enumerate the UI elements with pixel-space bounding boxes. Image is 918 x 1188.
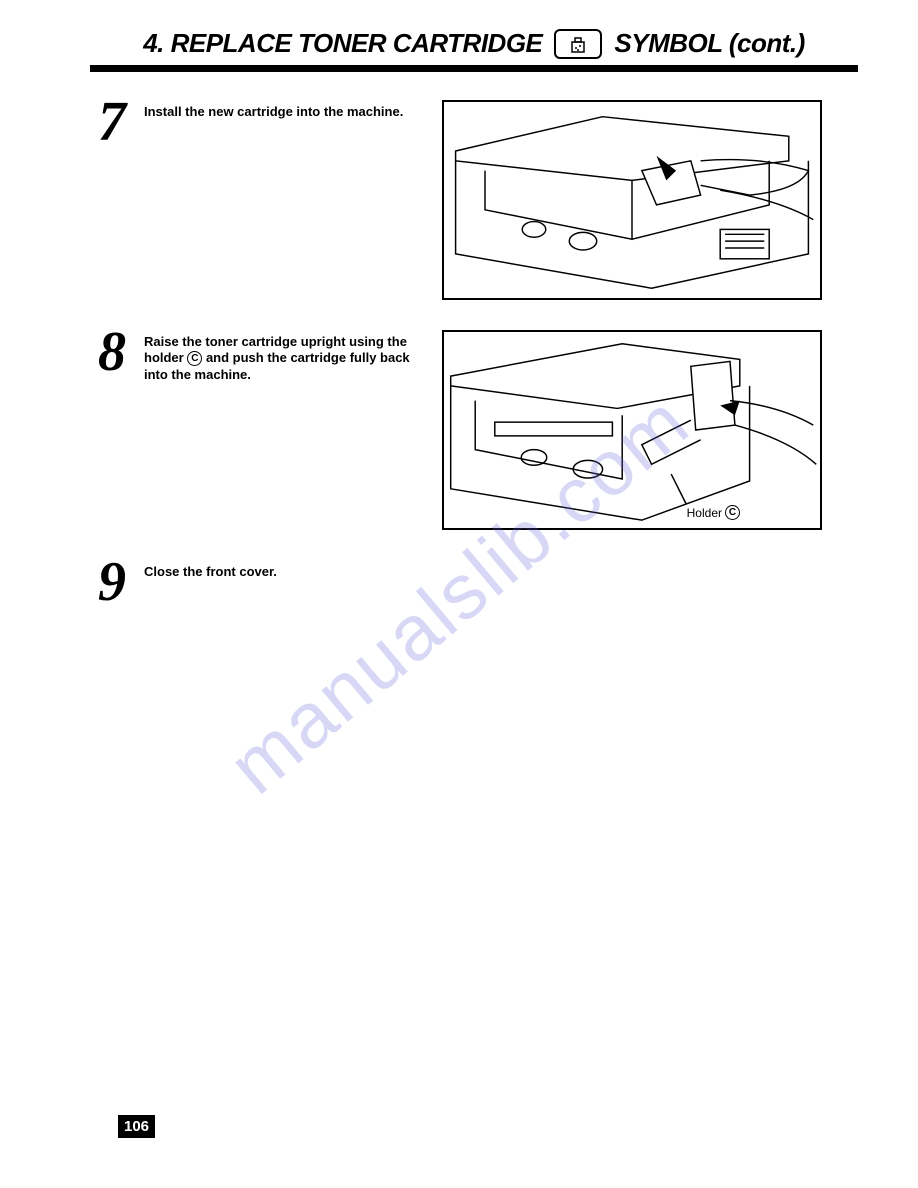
title-underline [90, 65, 858, 72]
page-title-row: 4. REPLACE TONER CARTRIDGE SYMBOL (cont.… [90, 28, 858, 59]
step-figure [442, 100, 822, 300]
step-left-block: 8 Raise the toner cartridge upright usin… [90, 330, 430, 383]
step-number: 8 [90, 330, 134, 375]
toner-symbol-icon [554, 29, 602, 59]
step-text: Raise the toner cartridge upright using … [144, 330, 430, 383]
raise-cartridge-illustration [444, 332, 820, 528]
title-suffix: SYMBOL (cont.) [614, 28, 804, 59]
step-number: 9 [90, 560, 134, 605]
step-text: Close the front cover. [144, 560, 277, 580]
step-row: 7 Install the new cartridge into the mac… [90, 100, 858, 300]
holder-callout: Holder C [687, 505, 740, 520]
step-text: Install the new cartridge into the machi… [144, 100, 403, 120]
install-cartridge-illustration [444, 102, 820, 298]
step-figure: Holder C [442, 330, 822, 530]
title-prefix: 4. REPLACE TONER CARTRIDGE [143, 28, 542, 59]
step-number: 7 [90, 100, 134, 145]
manual-page: 4. REPLACE TONER CARTRIDGE SYMBOL (cont.… [0, 0, 918, 655]
holder-letter-icon: C [187, 351, 202, 366]
step-left-block: 7 Install the new cartridge into the mac… [90, 100, 430, 145]
step-row: 8 Raise the toner cartridge upright usin… [90, 330, 858, 530]
step-row: 9 Close the front cover. [90, 560, 858, 605]
page-number: 106 [118, 1115, 155, 1138]
holder-label-text: Holder [687, 506, 722, 520]
holder-letter-icon: C [725, 505, 740, 520]
step-left-block: 9 Close the front cover. [90, 560, 430, 605]
